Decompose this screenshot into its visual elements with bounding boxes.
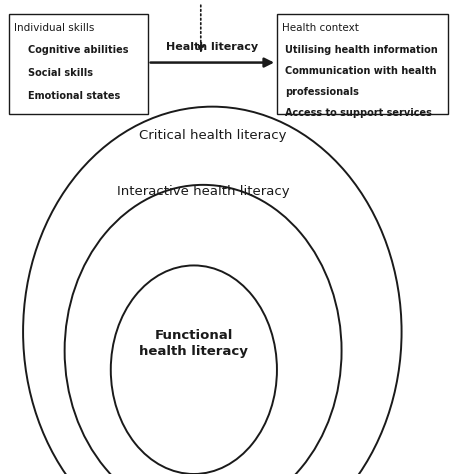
- Text: Individual skills: Individual skills: [14, 23, 94, 33]
- Text: Critical health literacy: Critical health literacy: [138, 128, 286, 142]
- Text: Interactive health literacy: Interactive health literacy: [117, 185, 290, 199]
- Ellipse shape: [64, 185, 342, 474]
- Text: Cognitive abilities: Cognitive abilities: [27, 45, 128, 55]
- Ellipse shape: [23, 107, 401, 474]
- Text: Emotional states: Emotional states: [27, 91, 120, 100]
- Text: Social skills: Social skills: [27, 68, 93, 78]
- Text: Health literacy: Health literacy: [166, 42, 258, 52]
- FancyBboxPatch shape: [277, 14, 448, 114]
- Text: Functional
health literacy: Functional health literacy: [139, 329, 248, 358]
- Text: Access to support services: Access to support services: [285, 108, 432, 118]
- FancyBboxPatch shape: [9, 14, 148, 114]
- Text: professionals: professionals: [285, 87, 359, 97]
- Text: Utilising health information: Utilising health information: [285, 45, 438, 55]
- Text: Health context: Health context: [282, 23, 358, 33]
- Ellipse shape: [111, 265, 277, 474]
- Text: Communication with health: Communication with health: [285, 66, 437, 76]
